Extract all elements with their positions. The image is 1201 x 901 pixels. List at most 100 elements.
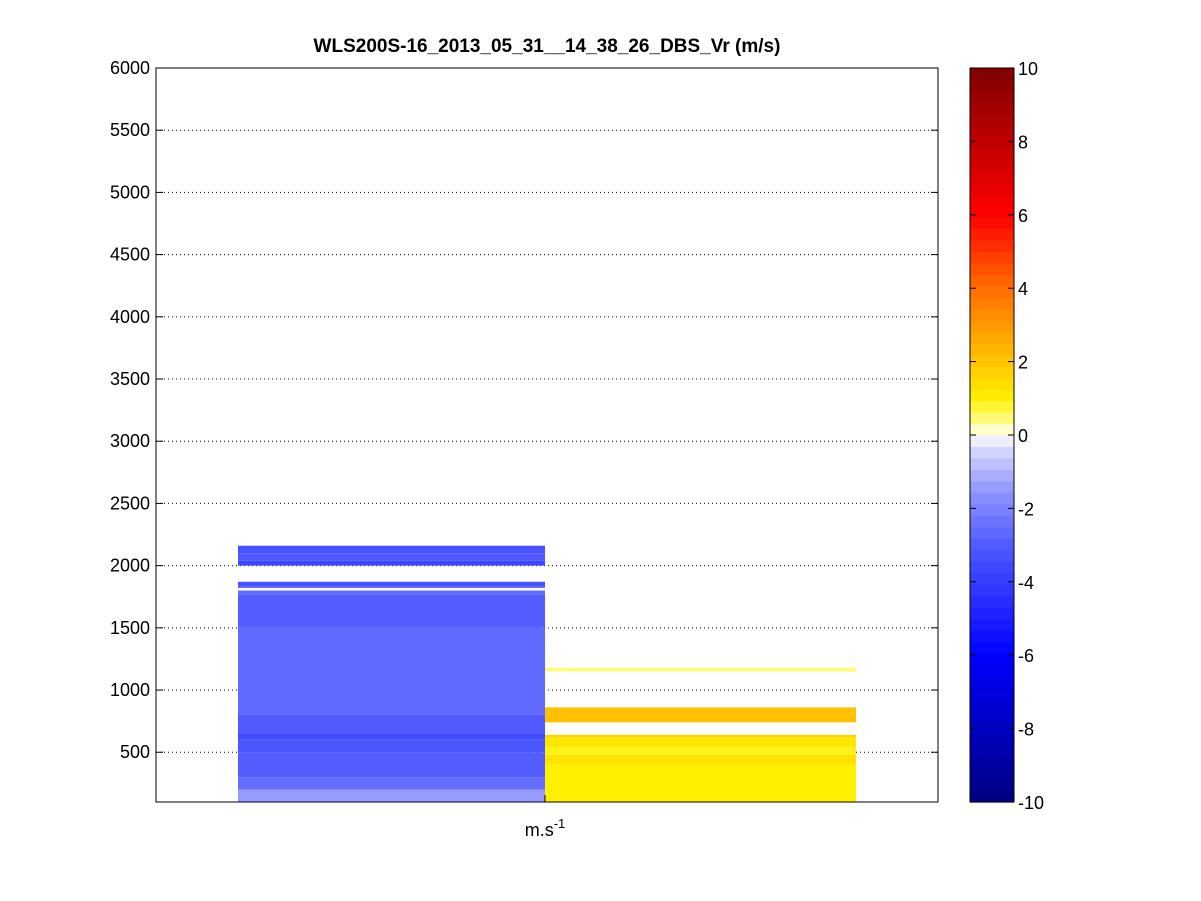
velocity-band — [238, 777, 545, 790]
colorbar-segment — [970, 113, 1014, 126]
colorbar-segment — [970, 607, 1014, 620]
velocity-band — [238, 627, 545, 715]
colorbar-segment — [970, 68, 1014, 81]
colorbar-segment — [970, 526, 1014, 539]
colorbar-segment — [970, 136, 1014, 149]
velocity-band — [238, 590, 545, 595]
y-tick-label: 4000 — [110, 307, 150, 327]
colorbar-segment — [970, 251, 1014, 264]
colorbar-segment — [970, 262, 1014, 276]
colorbar-segment — [970, 446, 1014, 459]
velocity-band — [238, 553, 545, 561]
x-axis-label-superscript: -1 — [554, 816, 566, 831]
y-tick-label: 5500 — [110, 120, 150, 140]
y-tick-label: 3000 — [110, 431, 150, 451]
colorbar-segment — [970, 377, 1014, 390]
colorbar-segment — [970, 595, 1014, 608]
colorbar-segment — [970, 159, 1014, 172]
colorbar-segment — [970, 664, 1014, 677]
colorbar-tick-label: 6 — [1018, 206, 1028, 226]
colorbar-tick-label: -8 — [1018, 720, 1034, 740]
colorbar-segment — [970, 320, 1014, 333]
colorbar-segment — [970, 480, 1014, 493]
colorbar-tick-label: -10 — [1018, 793, 1044, 813]
colorbar-segment — [970, 756, 1014, 769]
plot-frame — [155, 67, 939, 803]
velocity-band — [238, 739, 545, 753]
colorbar-segment — [970, 733, 1014, 746]
colorbar-segment — [970, 779, 1014, 792]
chart-title: WLS200S-16_2013_05_31__14_38_26_DBS_Vr (… — [314, 36, 781, 57]
colorbar-segment — [970, 90, 1014, 104]
velocity-band — [238, 586, 545, 589]
velocity-band — [238, 752, 545, 778]
colorbar-segment — [970, 366, 1014, 379]
colorbar-segment — [970, 538, 1014, 551]
colorbar-segment — [970, 331, 1014, 344]
colorbar-segment — [970, 423, 1014, 436]
colorbar-segment — [970, 675, 1014, 688]
colorbar-segment — [970, 102, 1014, 115]
velocity-band — [545, 734, 856, 738]
y-tick-label: 4500 — [110, 245, 150, 265]
velocity-band — [545, 737, 856, 748]
x-axis-label-text: m.s — [525, 820, 554, 840]
colorbar-segment — [970, 457, 1014, 471]
y-tick-label: 2500 — [110, 493, 150, 513]
velocity-band — [238, 560, 545, 566]
colorbar-tick-label: -2 — [1018, 499, 1034, 519]
colorbar-segment — [970, 721, 1014, 734]
colorbar-segment — [970, 79, 1014, 92]
velocity-band — [545, 747, 856, 755]
colorbar-segment — [970, 308, 1014, 321]
colorbar-segment — [970, 469, 1014, 482]
colorbar-segment — [970, 572, 1014, 585]
colorbar-segment — [970, 515, 1014, 528]
colorbar-segment — [970, 652, 1014, 665]
colorbar-tick-label: 8 — [1018, 132, 1028, 152]
y-tick-label: 5000 — [110, 182, 150, 202]
colorbar-segment — [970, 503, 1014, 516]
colorbar-segment — [970, 182, 1014, 195]
colorbar-segment — [970, 354, 1014, 367]
velocity-bands — [238, 545, 856, 802]
colorbar-segment — [970, 389, 1014, 402]
colorbar-segment — [970, 767, 1014, 780]
colorbar-segment — [970, 618, 1014, 631]
colorbar-segment — [970, 698, 1014, 711]
colorbar-ticks: -10 -8 -6 -4 -2 0 2 4 6 8 10 — [970, 59, 1044, 813]
colorbar-segment — [970, 240, 1014, 253]
colorbar-tick-label: 2 — [1018, 353, 1028, 373]
colorbar-segment — [970, 205, 1014, 218]
colorbar-segment — [970, 285, 1014, 298]
colorbar-segment — [970, 710, 1014, 723]
velocity-band — [238, 581, 545, 587]
velocity-band — [545, 764, 856, 802]
velocity-band — [238, 545, 545, 554]
colorbar-segment — [970, 297, 1014, 310]
colorbar-segment — [970, 343, 1014, 356]
colorbar-tick-label: 10 — [1018, 59, 1038, 79]
colorbar-segment — [970, 412, 1014, 425]
y-tick-label: 3500 — [110, 369, 150, 389]
y-tick-label: 1500 — [110, 618, 150, 638]
colorbar-segment — [970, 435, 1014, 448]
colorbar-tick-label: 4 — [1018, 279, 1028, 299]
colorbar-segment — [970, 584, 1014, 597]
colorbar-segment — [970, 492, 1014, 505]
velocity-band — [238, 588, 545, 591]
colorbar — [970, 68, 1014, 803]
colorbar-segment — [970, 274, 1014, 287]
colorbar-segment — [970, 148, 1014, 161]
velocity-band — [238, 789, 545, 802]
velocity-band — [545, 707, 856, 723]
colorbar-segment — [970, 790, 1014, 803]
y-tick-label: 6000 — [110, 58, 150, 78]
y-tick-label: 500 — [120, 742, 150, 762]
velocity-band — [545, 754, 856, 765]
colorbar-segment — [970, 687, 1014, 700]
colorbar-tick-label: -6 — [1018, 646, 1034, 666]
colorbar-tick-label: -4 — [1018, 573, 1034, 593]
colorbar-segment — [970, 194, 1014, 207]
